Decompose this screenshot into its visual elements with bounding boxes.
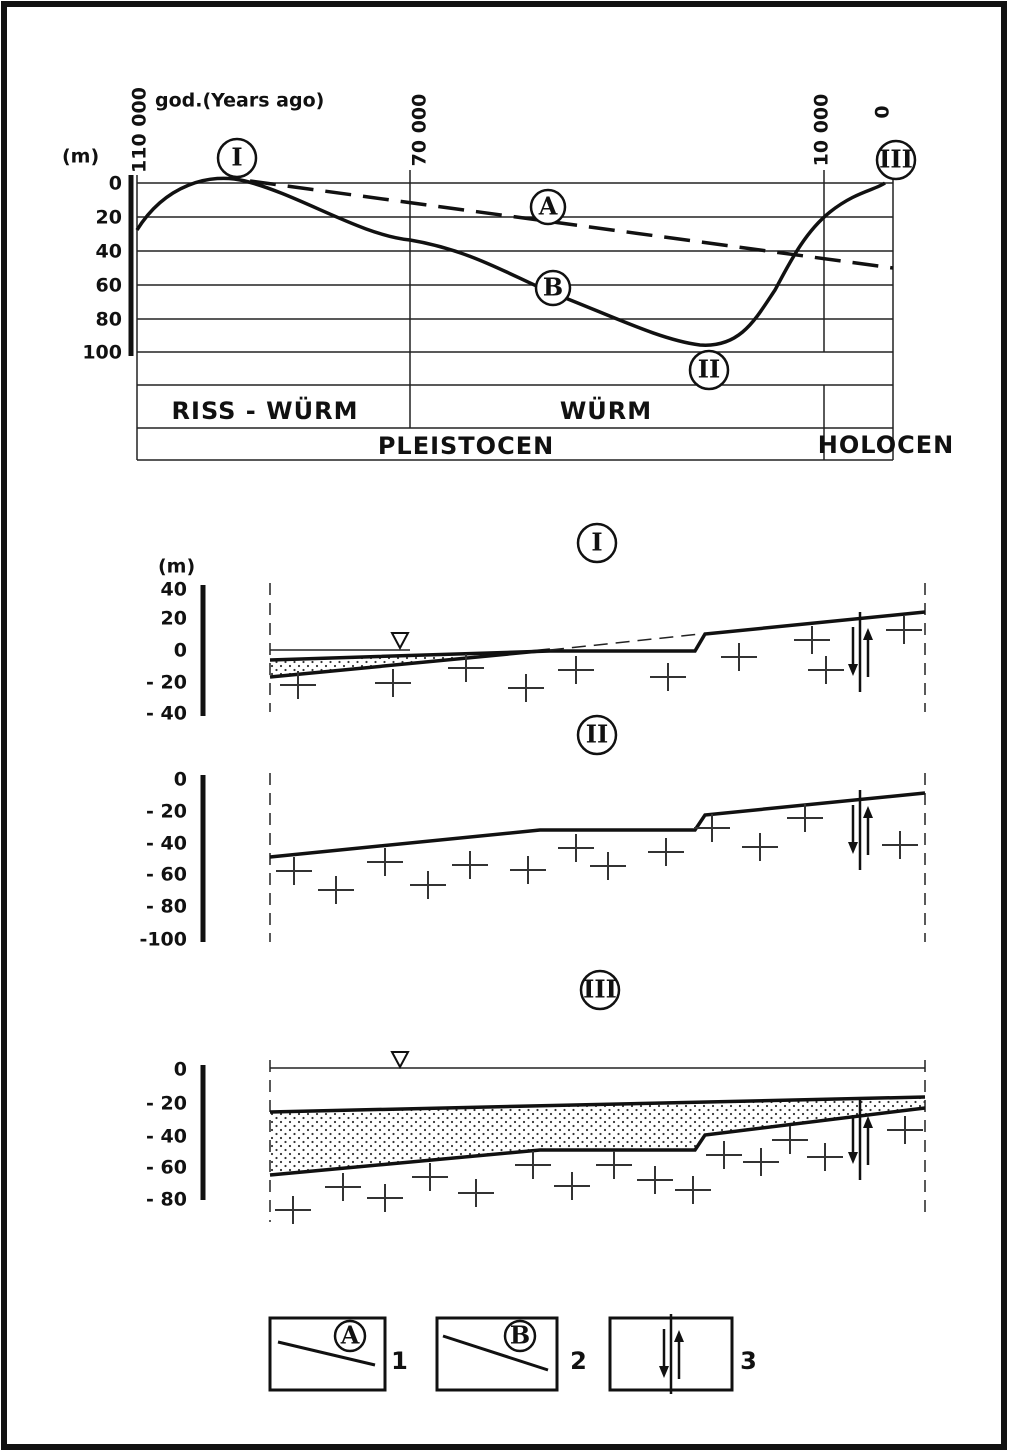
depth-label: 20 [96,207,122,229]
depth-label: - 60 [146,1157,187,1179]
legend-symbol: A [335,1321,365,1352]
time-axis-title: god.(Years ago) [155,90,324,112]
depth-label: 40 [161,579,187,601]
legend-number: 3 [740,1347,758,1375]
depth-label: - 20 [146,801,187,823]
depth-label: 0 [174,769,187,791]
depth-label: - 40 [146,833,187,855]
depth-label: -100 [139,929,187,951]
depth-label: 100 [82,342,122,364]
depth-label: 0 [174,640,187,662]
time-label: 0 [872,105,894,118]
legend-number: 2 [570,1347,588,1375]
depth-unit: (m) [62,146,99,168]
depth-label: 20 [161,608,187,630]
depth-label: 0 [109,173,122,195]
depth-label: - 80 [146,1189,187,1211]
section-title-text: II [586,720,608,749]
curve-label: A [531,190,565,224]
stage-marker-text: I [231,143,242,172]
stage-marker-text: II [698,355,720,384]
depth-label: 80 [96,309,122,331]
depth-label: - 20 [146,672,187,694]
depth-label: 40 [96,241,122,263]
depth-label: - 40 [146,1126,187,1148]
depth-label: - 20 [146,1093,187,1115]
section-title: I [578,524,616,562]
curve-label-text: A [538,192,558,221]
depth-unit: (m) [158,556,195,578]
page: god.(Years ago) 110 000 70 000 10 000 0 … [0,0,1009,1455]
stage-label: WÜRM [560,395,652,425]
background [0,0,1009,1455]
curve-label: B [536,271,570,305]
legend-symbol-text: A [340,1321,360,1350]
legend-symbol: B [505,1321,535,1352]
depth-label: 0 [174,1059,187,1081]
stage-marker: III [877,141,915,179]
legend-symbol-text: B [510,1321,530,1350]
depth-label: - 60 [146,864,187,886]
stage-marker: II [690,351,728,389]
section-title-text: III [583,975,617,1004]
section-title: III [581,971,619,1009]
depth-label: - 40 [146,703,187,725]
section-title: II [578,716,616,754]
stage-marker: I [218,139,256,177]
time-label: 110 000 [129,87,151,173]
stage-marker-text: III [879,145,913,174]
depth-label: 60 [96,275,122,297]
stage-label: RISS - WÜRM [172,395,359,425]
time-label: 10 000 [811,94,833,167]
epoch-label: PLEISTOCEN [378,432,554,460]
legend-number: 1 [391,1347,409,1375]
epoch-label: HOLOCEN [818,431,954,459]
section-title-text: I [591,528,602,557]
time-label: 70 000 [409,94,431,167]
curve-label-text: B [543,273,563,302]
depth-label: - 80 [146,896,187,918]
